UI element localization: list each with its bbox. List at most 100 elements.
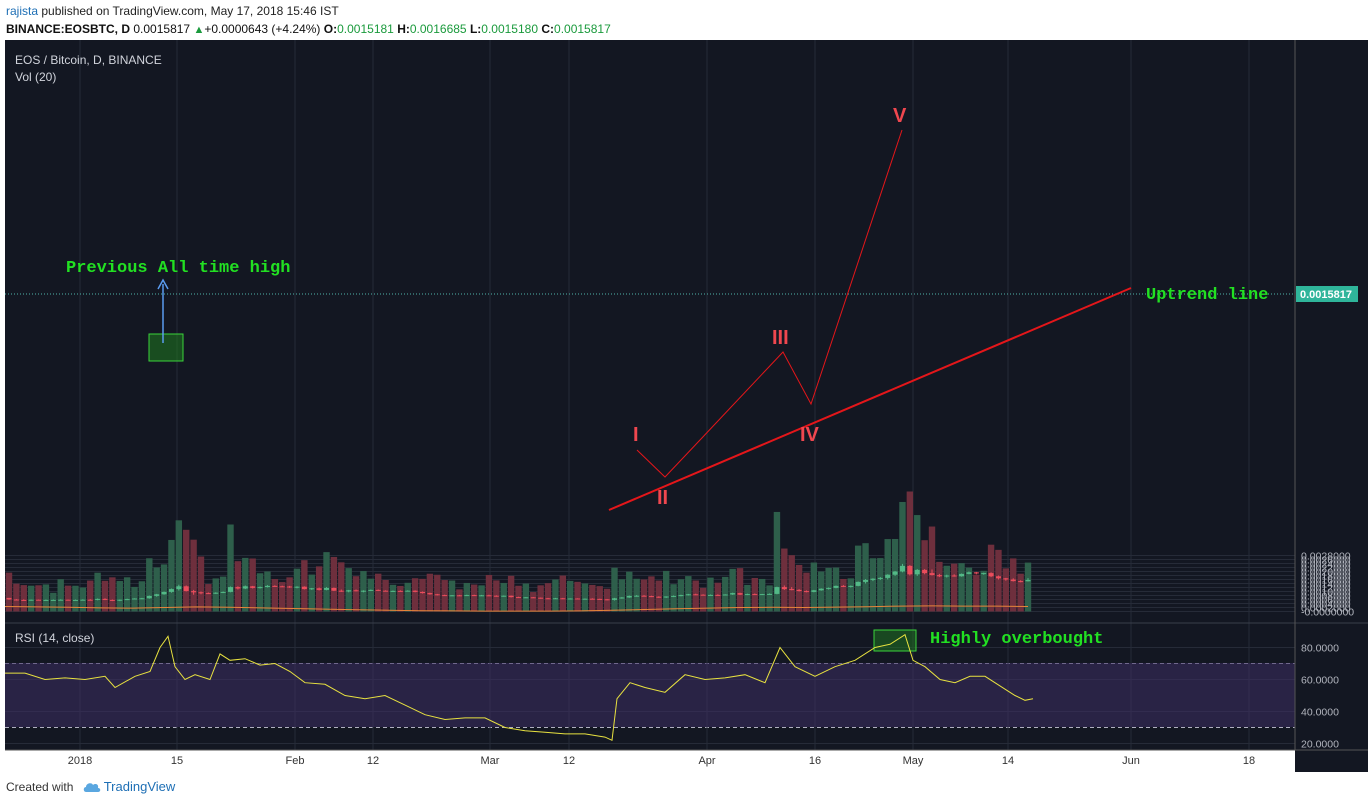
volume-bar bbox=[35, 585, 42, 612]
volume-bar bbox=[552, 579, 559, 612]
ath-note: Previous All time high bbox=[66, 259, 290, 278]
ath-arrow-icon bbox=[157, 278, 169, 290]
candle-body bbox=[479, 595, 485, 597]
candle-body bbox=[301, 586, 307, 590]
volume-bar bbox=[138, 581, 146, 612]
price-chart[interactable]: I II III IV V Previous All time high Upt… bbox=[0, 40, 1368, 772]
candle-body bbox=[877, 577, 883, 579]
candle-body bbox=[205, 593, 211, 595]
footer: Created with TradingView bbox=[6, 779, 175, 794]
high-value: 0.0016685 bbox=[409, 22, 467, 36]
price-tick-label: 0.0028000 bbox=[1301, 551, 1351, 563]
candle-body bbox=[796, 589, 802, 592]
volume-bar bbox=[301, 560, 308, 612]
wave-lines bbox=[636, 129, 903, 478]
candle-body bbox=[789, 589, 795, 591]
volume-bar bbox=[146, 558, 153, 612]
volume-legend: Vol (20) bbox=[15, 70, 56, 84]
candle-body bbox=[545, 598, 551, 600]
candle-body bbox=[80, 599, 86, 601]
candle-body bbox=[235, 587, 241, 589]
volume-bar bbox=[847, 578, 854, 612]
volume-bar bbox=[611, 567, 618, 612]
volume-bar bbox=[20, 585, 27, 612]
volume-bar bbox=[825, 567, 832, 612]
candle-body bbox=[360, 590, 366, 592]
price-tick-label: 0.0004000 bbox=[1301, 599, 1351, 611]
volume-bar bbox=[219, 576, 227, 612]
last-price-tag bbox=[1296, 286, 1358, 302]
candle-body bbox=[1003, 578, 1009, 580]
candle-body bbox=[604, 599, 610, 601]
volume-bar bbox=[699, 587, 707, 612]
candle-body bbox=[1018, 581, 1024, 583]
volume-bar bbox=[190, 539, 197, 612]
volume-bar bbox=[973, 574, 980, 612]
candle-body bbox=[456, 595, 462, 597]
candle-body bbox=[611, 598, 617, 600]
low-label: L: bbox=[469, 22, 482, 36]
volume-bar bbox=[530, 592, 537, 612]
candle-body bbox=[368, 589, 374, 591]
volume-bar bbox=[773, 511, 781, 612]
volume-bar bbox=[293, 568, 301, 612]
volume-bar bbox=[123, 577, 131, 612]
high-label: H: bbox=[397, 22, 410, 36]
price-tick-label: 0.0012000 bbox=[1301, 583, 1351, 595]
candle-body bbox=[988, 573, 994, 577]
volume-bar bbox=[411, 578, 419, 612]
candle-body bbox=[929, 573, 935, 576]
candle-body bbox=[176, 586, 182, 590]
candle-body bbox=[6, 597, 12, 600]
time-axis[interactable]: 2018 15 Feb 12 Mar 12 Apr 16 May 14 Jun 18 bbox=[68, 755, 1255, 767]
candle-body bbox=[826, 587, 832, 589]
candle-body bbox=[626, 595, 632, 598]
volume-bar bbox=[618, 579, 626, 612]
candle-body bbox=[493, 595, 499, 597]
candle-body bbox=[656, 596, 662, 598]
price-tick-label: 0.0010000 bbox=[1301, 587, 1351, 599]
last-price-tag-text: 0.0015817 bbox=[1300, 289, 1352, 301]
rsi-axis[interactable]: 80.0000 60.0000 40.0000 20.0000 bbox=[1301, 643, 1339, 751]
wave-label-ii: II bbox=[657, 487, 668, 509]
publisher-user[interactable]: rajista bbox=[6, 4, 39, 18]
tradingview-brand[interactable]: TradingView bbox=[103, 779, 176, 794]
price-axis[interactable]: 0.00280000.00260000.00240000.00220000.00… bbox=[1301, 551, 1354, 619]
candle-body bbox=[21, 599, 27, 601]
volume-bar bbox=[249, 558, 256, 612]
volume-ma-line bbox=[4, 605, 1029, 612]
time-tick-label: 16 bbox=[809, 755, 821, 767]
volume-bar bbox=[382, 579, 389, 612]
volume-bar bbox=[227, 524, 234, 612]
candle-body bbox=[848, 585, 854, 587]
candle-body bbox=[383, 590, 389, 592]
volume-bar bbox=[72, 585, 79, 612]
candle-body bbox=[464, 595, 470, 597]
volume-bar bbox=[42, 584, 50, 612]
tradingview-cloud-icon bbox=[83, 781, 101, 793]
volume-bar bbox=[470, 584, 478, 612]
time-tick-label: 2018 bbox=[68, 755, 92, 767]
candle-body bbox=[250, 586, 256, 588]
chart-title: EOS / Bitcoin, D, BINANCE bbox=[15, 53, 162, 67]
candle-body bbox=[523, 597, 529, 599]
candle-body bbox=[154, 594, 160, 596]
overbought-note: Highly overbought bbox=[930, 630, 1103, 649]
volume-bar bbox=[264, 571, 271, 612]
time-tick-label: 18 bbox=[1243, 755, 1255, 767]
candle-body bbox=[397, 590, 403, 592]
price-tick-label: 0.0006000 bbox=[1301, 595, 1351, 607]
volume-bar bbox=[116, 581, 123, 612]
volume-bar bbox=[648, 576, 655, 612]
candle-body bbox=[538, 597, 544, 599]
volume-bar bbox=[544, 583, 552, 612]
volume-bar bbox=[795, 564, 803, 612]
candle-body bbox=[375, 589, 381, 591]
candle-body bbox=[1010, 579, 1016, 582]
candle-body bbox=[914, 569, 920, 575]
candle-body bbox=[552, 598, 558, 600]
time-tick-label: 12 bbox=[367, 755, 379, 767]
candle-body bbox=[752, 594, 758, 596]
wave-label-iii: III bbox=[772, 327, 789, 349]
time-tick-label: 15 bbox=[171, 755, 183, 767]
